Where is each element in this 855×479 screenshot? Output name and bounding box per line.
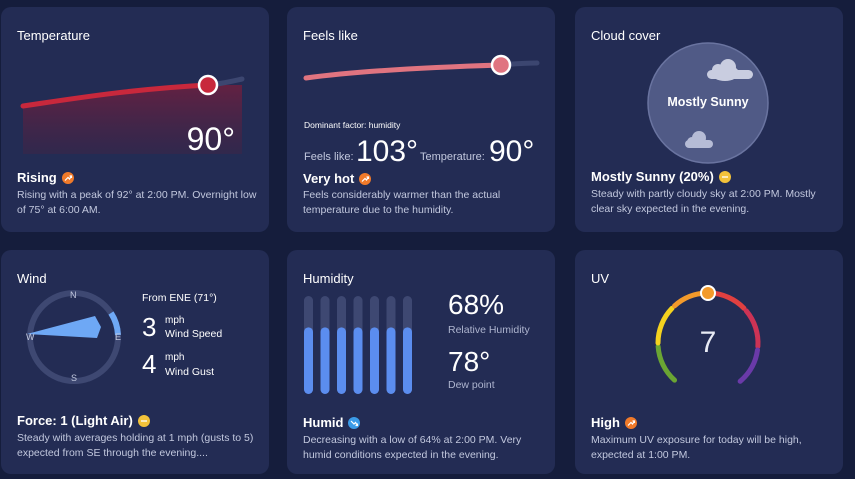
status-description: Decreasing with a low of 64% at 2:00 PM.… [303,434,522,461]
humidity-bars [304,296,412,394]
status-description: Feels considerably warmer than the actua… [303,189,501,216]
humidity-bar-fill [337,327,346,394]
compass-n: N [70,290,77,300]
status-description: Steady with averages holding at 1 mph (g… [17,432,254,459]
status-text: Mostly Sunny (20%) [591,169,714,184]
compass-ring [27,290,121,384]
compass-direction-arc [108,311,121,336]
feels-like-value: 103° [356,135,419,168]
card-title: Cloud cover [591,28,661,43]
status-label: Rising [17,170,74,185]
feels-like-chart [303,54,540,81]
wind-compass [27,290,121,384]
steady-icon [137,414,150,427]
uv-gauge-segment [743,308,761,349]
temperature-value: 90° [186,121,235,157]
card-title: Temperature [17,28,90,43]
uv-value: 7 [699,326,717,359]
wind-card[interactable]: Wind N E S W From ENE (71°) 3 mph Wind S… [1,250,269,474]
temperature-area [23,85,242,154]
feels-like-card[interactable]: Feels like Dominant factor: humidity Fee… [287,7,555,232]
status-label: Very hot [303,171,372,186]
humidity-bar-fill [386,327,396,394]
temperature-label: Temperature: [420,151,485,163]
wind-speed-unit: mph [165,315,185,326]
humidity-bar-fill [320,327,330,394]
wind-gust-label: Wind Gust [165,366,215,378]
relative-humidity-label: Relative Humidity [448,324,530,336]
wind-direction-arrow [27,316,101,338]
trend-up-icon [61,171,74,184]
wind-gust-unit: mph [165,352,185,363]
temperature-line [20,82,211,109]
card-title: UV [591,271,610,286]
status-text: Force: 1 (Light Air) [17,413,133,428]
feels-like-label: Feels like: [304,151,354,163]
status-text: Humid [303,415,344,430]
cloud-cover-center-label: Mostly Sunny [667,95,749,109]
status-label: Force: 1 (Light Air) [17,413,150,428]
uv-gauge [655,285,761,384]
uv-gauge-segment [737,347,761,384]
uv-gauge-segment [655,305,675,346]
uv-level-marker [700,285,716,301]
status-label: Humid [303,415,361,430]
humidity-bar-fill [304,327,313,394]
humidity-bar-fill [353,327,363,394]
feels-like-line [303,62,504,81]
status-description: Maximum UV exposure for today will be hi… [591,434,802,461]
feels-like-current-point [490,54,512,76]
humidity-bar-fill [370,327,379,394]
trend-up-icon [359,172,372,185]
trend-up-icon [624,416,637,429]
compass-e: E [115,332,122,342]
cloud-icon-top [707,59,753,81]
trend-down-icon [348,416,361,429]
card-title: Wind [17,271,47,286]
dew-point-label: Dew point [448,379,495,391]
card-title: Humidity [303,271,354,286]
wind-speed-value: 3 [142,312,157,342]
status-description: Steady with partly cloudy sky at 2:00 PM… [591,188,816,215]
temperature-card[interactable]: Temperature 90° Rising Rising with a pea… [1,7,269,232]
temperature-current-point [197,74,219,96]
status-label: Mostly Sunny (20%) [591,169,731,184]
status-text: High [591,415,620,430]
sun-icon [718,170,731,183]
temperature-value: 90° [489,135,535,168]
cloud-cover-dial [647,42,769,164]
status-label: High [591,415,637,430]
dominant-factor: Dominant factor: humidity [304,120,401,130]
temperature-chart [20,74,245,154]
humidity-bar-fill [403,327,412,394]
compass-s: S [71,373,78,383]
uv-gauge-segment [655,343,678,383]
cloud-icon-bottom [685,131,713,148]
humidity-card[interactable]: Humidity 68% Relative Humidity 78° Dew p… [287,250,555,474]
compass-w: W [26,332,35,342]
status-text: Rising [17,170,57,185]
wind-gust-value: 4 [142,349,157,379]
cloud-cover-card[interactable]: Cloud cover Mostly Sunny Mostly Sunny (2… [575,7,843,232]
relative-humidity-value: 68% [448,289,505,320]
dew-point-value: 78° [448,346,491,377]
uv-card[interactable]: UV 7 High Maximum UV exposure for today … [575,250,843,474]
status-text: Very hot [303,171,355,186]
wind-direction-text: From ENE (71°) [142,292,217,304]
status-description: Rising with a peak of 92° at 2:00 PM. Ov… [17,189,257,216]
wind-speed-label: Wind Speed [165,328,223,340]
card-title: Feels like [303,28,358,43]
